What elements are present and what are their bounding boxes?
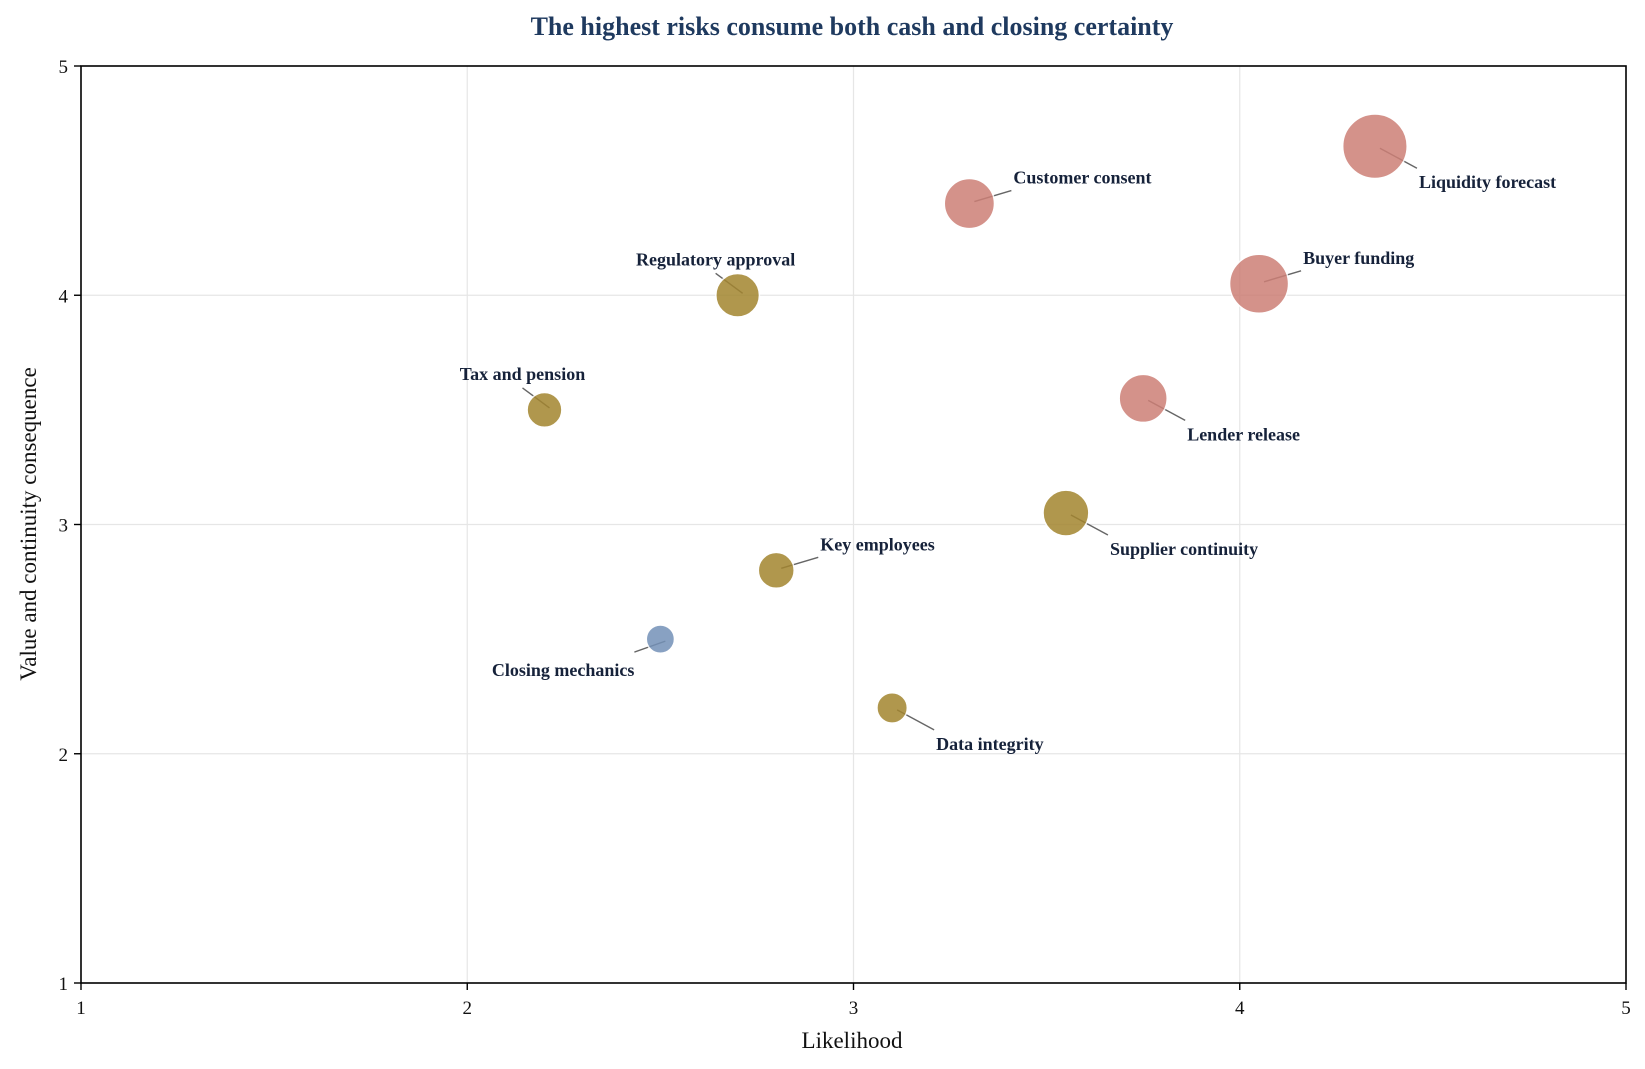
x-tick-label: 5 [1621, 998, 1631, 1019]
plot-frame [80, 65, 1627, 984]
point-label: Lender release [1187, 424, 1300, 444]
x-tick-label: 4 [1235, 998, 1245, 1019]
risk-bubble [1228, 253, 1290, 315]
point-label: Liquidity forecast [1419, 172, 1556, 192]
tick-layer: 1 2 3 4 5 1 2 3 4 5 [59, 57, 1631, 1019]
x-tick-label: 3 [849, 998, 859, 1019]
label-layer: Liquidity forecast Customer consent Buyer … [460, 168, 1556, 754]
risk-bubble [715, 272, 761, 318]
risk-bubble [943, 177, 996, 230]
risk-bubble [876, 691, 909, 724]
risk-bubble [645, 624, 676, 654]
y-tick-label: 4 [59, 286, 69, 307]
x-tick-label: 1 [76, 998, 86, 1019]
point-label: Key employees [820, 534, 934, 554]
x-axis-label: Likelihood [802, 1028, 903, 1053]
point-label: Buyer funding [1303, 248, 1414, 268]
point-label: Regulatory approval [636, 249, 795, 269]
point-label: Supplier continuity [1110, 539, 1258, 559]
bubble-layer [526, 113, 1408, 724]
y-tick-label: 1 [59, 974, 69, 995]
y-tick-label: 5 [59, 57, 69, 78]
risk-bubble [757, 551, 795, 590]
point-label: Closing mechanics [492, 660, 635, 680]
grid-layer [81, 66, 1626, 983]
point-label: Tax and pension [460, 364, 585, 384]
risk-bubble [1042, 489, 1090, 537]
point-label: Data integrity [936, 734, 1043, 754]
y-axis-label: Value and continuity consequence [16, 367, 41, 681]
point-label: Customer consent [1013, 168, 1151, 188]
risk-bubble [526, 391, 563, 429]
risk-bubble [1118, 373, 1168, 424]
chart-title: The highest risks consume both cash and … [531, 12, 1174, 41]
y-tick-label: 3 [59, 516, 69, 537]
y-tick-label: 2 [59, 745, 69, 766]
risk-bubble [1341, 113, 1408, 180]
x-tick-label: 2 [463, 998, 473, 1019]
